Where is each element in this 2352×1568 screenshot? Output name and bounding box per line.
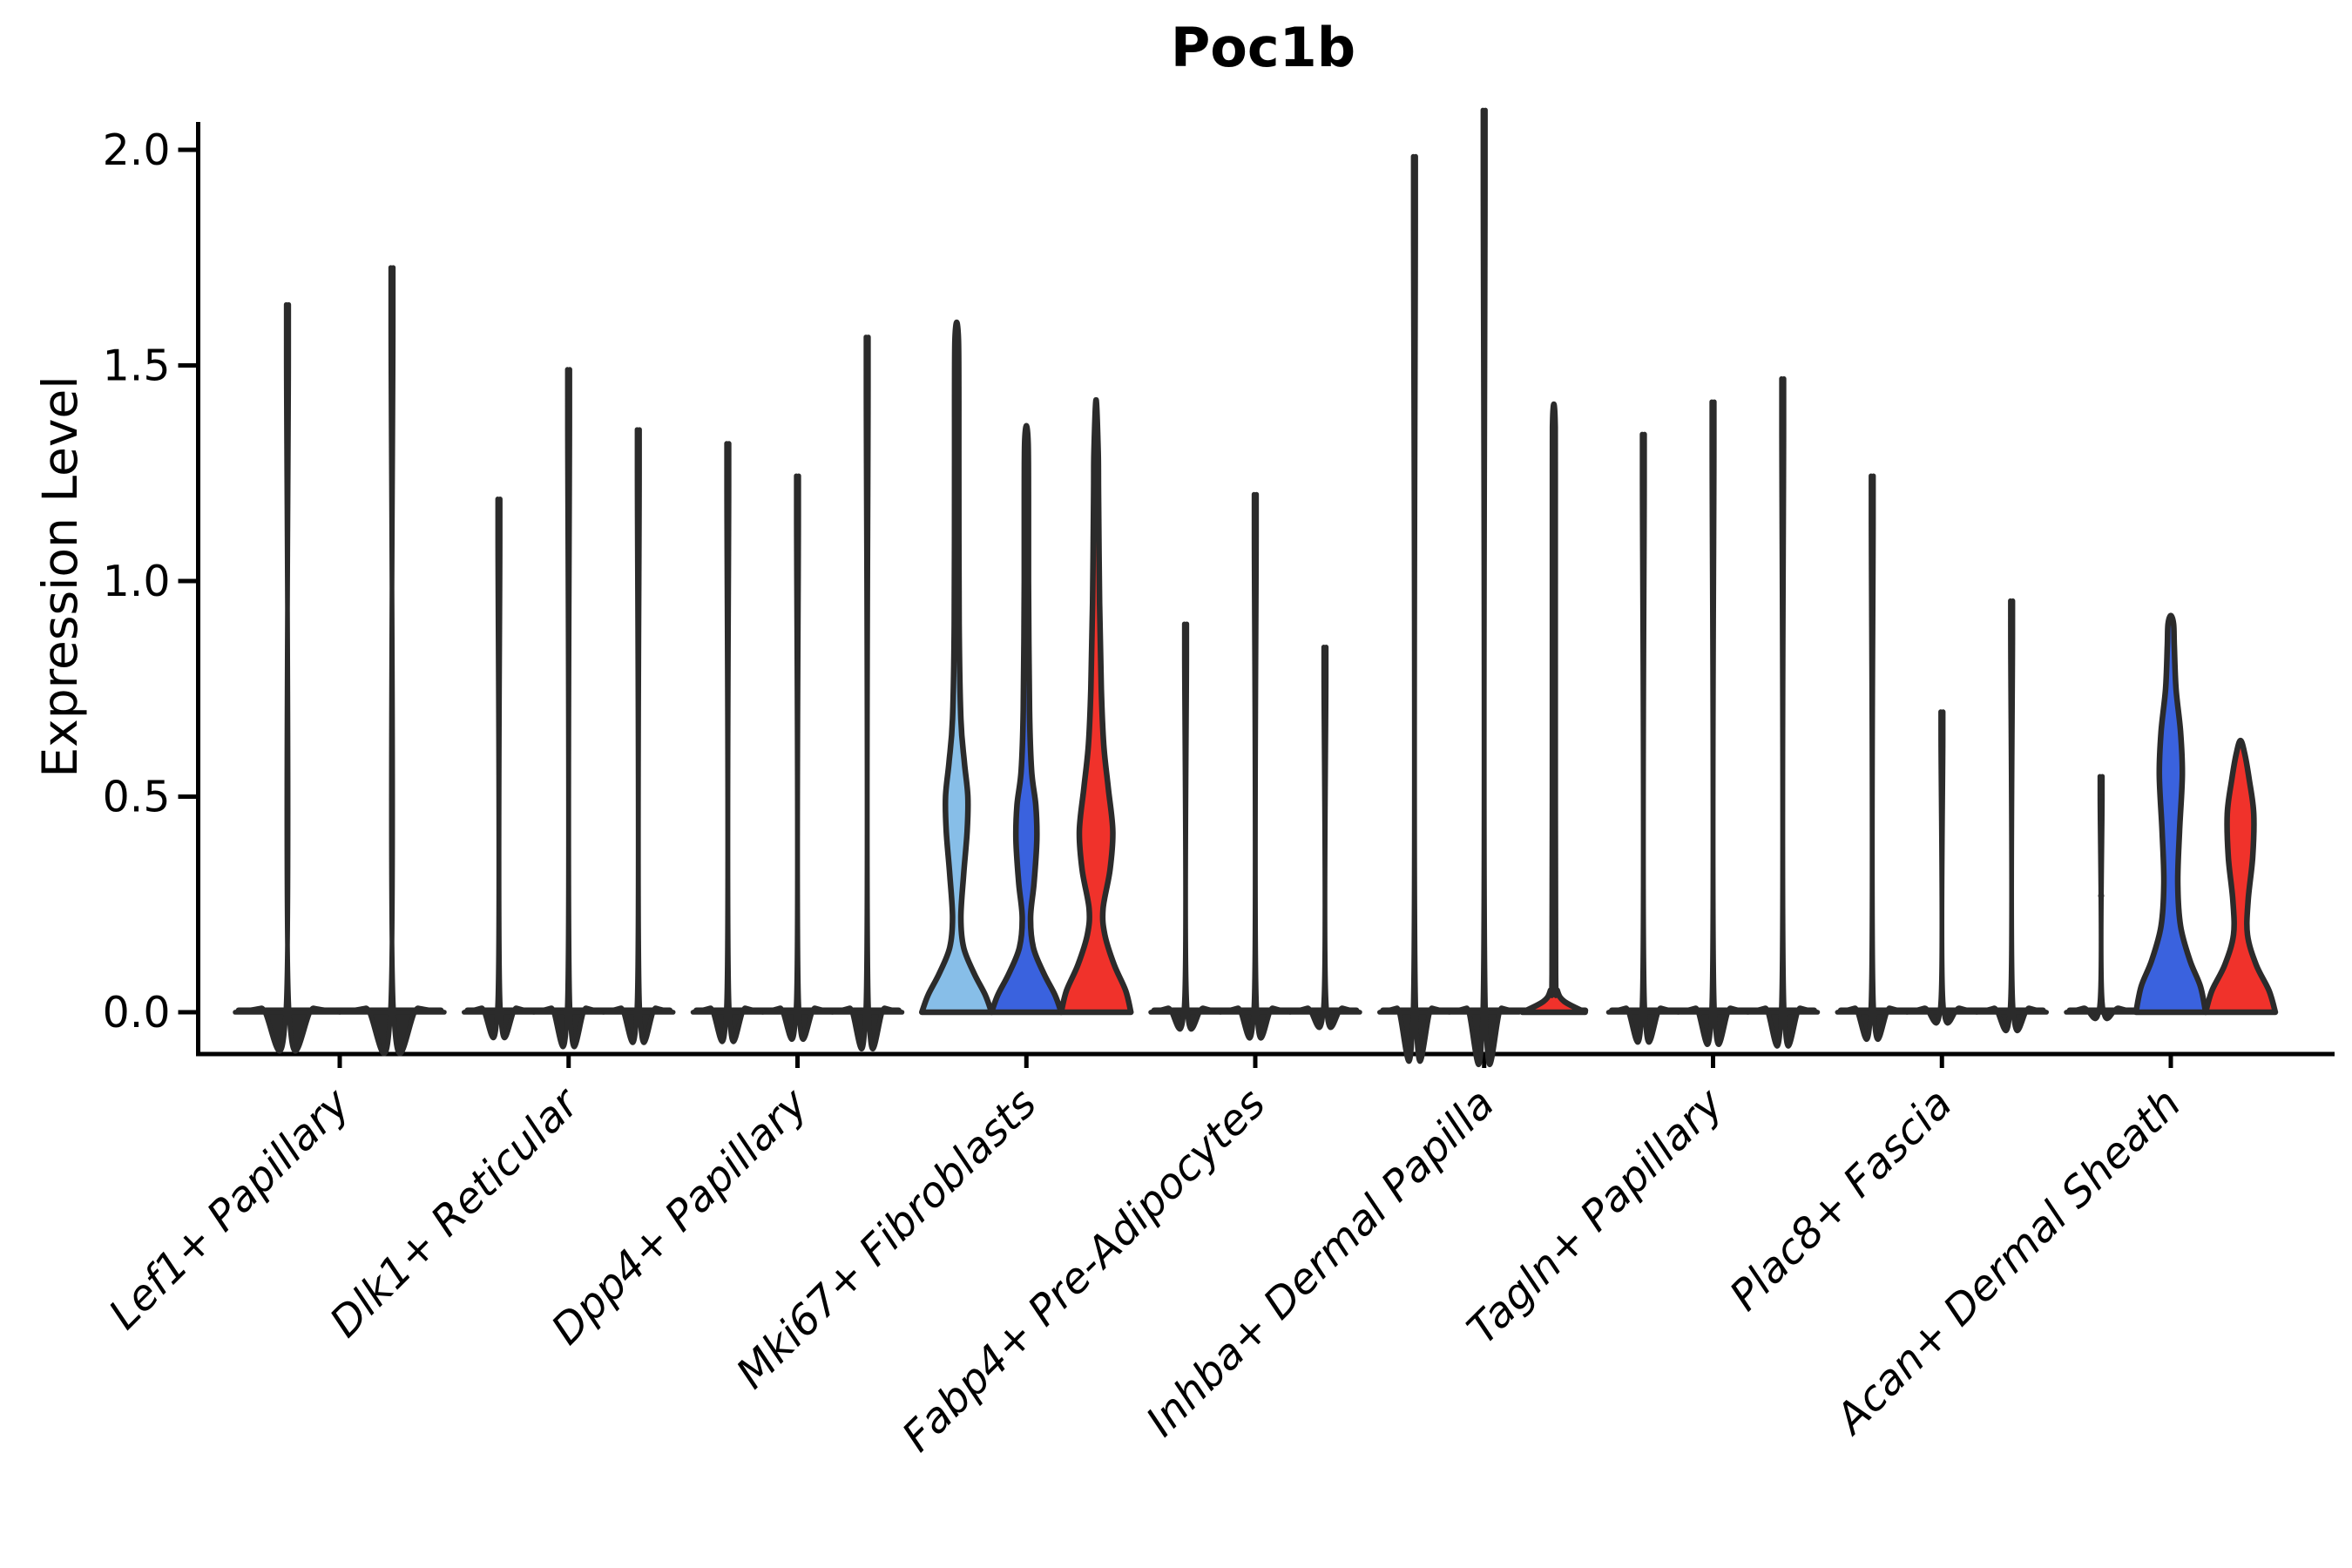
violin-spike <box>1904 709 1979 1026</box>
violin-spike <box>233 301 342 1054</box>
violin-split_red <box>1519 401 1588 1016</box>
y-tick-label: 0.0 <box>103 988 171 1037</box>
violin-spike <box>1447 107 1522 1067</box>
violin-split_blue <box>2132 612 2209 1016</box>
x-tick-label: Dlk1+ Reticular <box>321 1078 591 1348</box>
violin-spike <box>601 427 676 1045</box>
violin-split_light_blue <box>919 319 995 1016</box>
violin-spike <box>1745 376 1821 1049</box>
violin-spike <box>337 265 447 1057</box>
jitter-point <box>2098 892 2105 899</box>
violin-split_red <box>2202 737 2279 1016</box>
x-tick-label: Fabp4+ Pre-Adipocytes <box>893 1079 1275 1462</box>
chart-title: Poc1b <box>1171 16 1355 79</box>
violin-split_blue <box>989 422 1064 1016</box>
x-tick-label: Dpp4+ Papillary <box>542 1078 817 1354</box>
violin-spike <box>1218 491 1293 1041</box>
y-tick-label: 1.0 <box>103 557 171 606</box>
y-tick-label: 2.0 <box>103 125 171 175</box>
violin-spike <box>1974 598 2049 1033</box>
jitter-point <box>2098 819 2105 826</box>
y-axis-label: Expression Level <box>32 375 88 777</box>
axes-layer <box>178 122 2335 1068</box>
violin-spike <box>1377 153 1452 1064</box>
violin-spike <box>829 335 905 1051</box>
violins-layer <box>233 107 2279 1067</box>
violin-spike <box>531 367 606 1050</box>
violin-spike <box>690 441 766 1044</box>
violin-split_red <box>1058 396 1134 1016</box>
jitter-point <box>2098 776 2105 783</box>
y-tick-label: 0.5 <box>103 773 171 822</box>
violin-spike <box>760 473 835 1043</box>
x-tick-label: Tagln+ Papillary <box>1458 1078 1734 1354</box>
violin-spike <box>462 497 537 1041</box>
violin-spike <box>1148 621 1223 1032</box>
violin-spike <box>1675 399 1751 1047</box>
jitter-point <box>2098 794 2105 800</box>
violin-spike <box>1835 473 1909 1043</box>
x-tick-label: Lef1+ Papillary <box>99 1078 360 1339</box>
jitter-point <box>2098 849 2105 856</box>
violin-spike <box>1288 645 1362 1031</box>
y-tick-label: 1.5 <box>103 341 171 391</box>
violin-spike <box>1605 431 1681 1045</box>
x-tick-label: Plac8+ Fascia <box>1720 1079 1962 1321</box>
